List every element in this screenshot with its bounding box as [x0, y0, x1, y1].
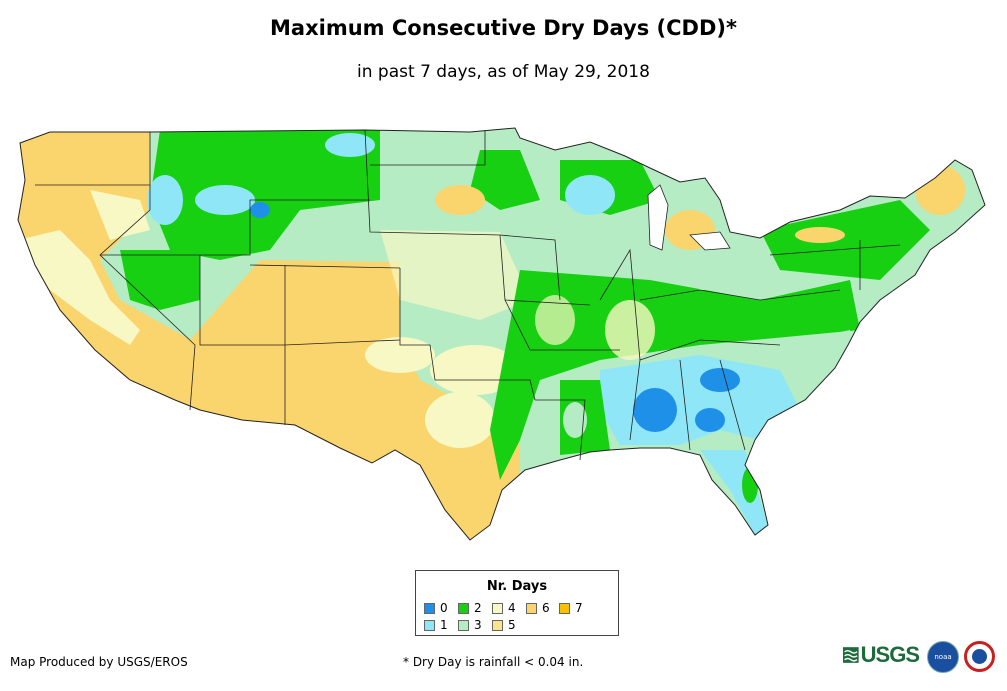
usgs-logo-text: USGS	[860, 642, 920, 667]
map-credit: Map Produced by USGS/EROS	[10, 655, 188, 669]
legend-label: 4	[508, 601, 516, 615]
legend-item-1: 1	[424, 619, 448, 633]
legend-label: 1	[440, 618, 448, 632]
usgs-wave-icon	[843, 647, 859, 663]
legend-box: Nr. Days 0 1 2 3 4 5 6 7	[415, 570, 619, 636]
legend-title: Nr. Days	[486, 579, 548, 594]
legend-item-0: 0	[424, 602, 448, 616]
legend-item-2: 2	[458, 602, 482, 616]
legend-item-7: 7	[559, 602, 583, 616]
legend-swatch	[458, 603, 469, 614]
noaa-logo-text: noaa	[934, 653, 952, 661]
legend-swatch	[492, 603, 503, 614]
us-dry-days-map	[17, 127, 986, 541]
legend-label: 5	[508, 618, 516, 632]
legend-label: 2	[474, 601, 482, 615]
legend-label: 7	[575, 601, 583, 615]
legend-label: 3	[474, 618, 482, 632]
legend-item-4: 4	[492, 602, 516, 616]
noaa-logo: noaa	[927, 641, 959, 673]
legend-swatch	[424, 603, 435, 614]
legend-swatch	[424, 620, 435, 631]
dry-day-footnote: * Dry Day is rainfall < 0.04 in.	[403, 655, 584, 669]
legend-label: 6	[542, 601, 550, 615]
legend-item-3: 3	[458, 619, 482, 633]
nws-logo	[964, 641, 995, 672]
legend-item-6: 6	[526, 602, 550, 616]
legend-label: 0	[440, 601, 448, 615]
legend-swatch	[492, 620, 503, 631]
map-title: Maximum Consecutive Dry Days (CDD)*	[270, 16, 737, 40]
legend-swatch	[458, 620, 469, 631]
map-subtitle: in past 7 days, as of May 29, 2018	[357, 62, 650, 82]
usgs-logo: USGS	[843, 641, 920, 669]
legend-swatch	[559, 603, 570, 614]
legend-item-5: 5	[492, 619, 516, 633]
legend-swatch	[526, 603, 537, 614]
